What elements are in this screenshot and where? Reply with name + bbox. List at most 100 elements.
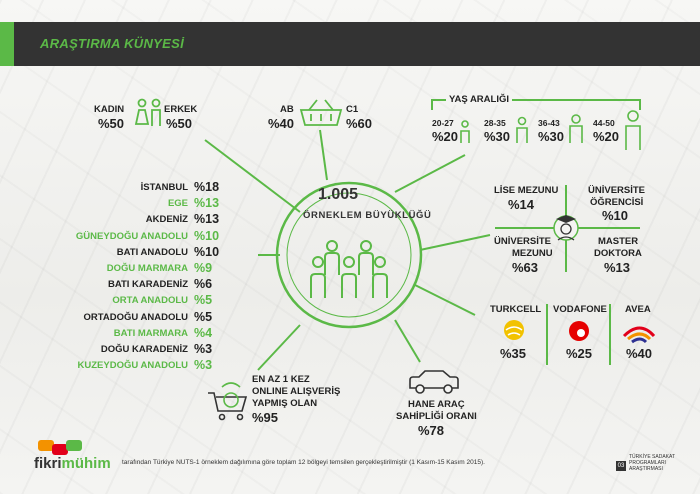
region-row: AKDENİZ %13 — [70, 212, 240, 228]
region-row: KUZEYDOĞU ANADOLU %3 — [70, 358, 240, 374]
region-name: GÜNEYDOĞU ANADOLU — [75, 230, 188, 242]
region-value: %4 — [194, 325, 213, 340]
operator-value-avea: %40 — [626, 346, 653, 361]
age-title: YAŞ ARALIĞI — [446, 94, 513, 105]
region-row: ORTA ANADOLU %5 — [70, 293, 240, 309]
line-operators — [414, 284, 476, 316]
region-name: BATI KARADENİZ — [107, 279, 188, 291]
report-line-2: PROGRAMLARI — [629, 460, 666, 466]
region-row: BATI ANADOLU %10 — [70, 245, 240, 261]
page-number: 03 — [616, 461, 626, 471]
edu-value-univ-student: %10 — [602, 208, 629, 223]
report-line-3: ARAŞTIRMASI — [629, 466, 663, 472]
region-value: %5 — [194, 309, 213, 324]
report-name: TÜRKİYE SADAKAT PROGRAMLARI ARAŞTIRMASI — [629, 454, 675, 472]
footer-note: tarafından Türkiye NUTS-1 örneklem dağıl… — [122, 459, 485, 466]
page-title: ARAŞTIRMA KÜNYESİ — [40, 36, 185, 51]
edu-label-univ-grad-2: MEZUNU — [512, 248, 553, 259]
operator-value-vodafone: %25 — [566, 346, 593, 361]
brand-part-a: fikri — [34, 455, 62, 472]
region-row: DOĞU KARADENİZ %3 — [70, 342, 240, 358]
region-row: ORTADOĞU ANADOLU %5 — [70, 310, 240, 326]
sample-size: 1.005 — [318, 186, 359, 203]
edu-label-master-1: MASTER — [598, 236, 639, 247]
age-label-1: 20-27 — [432, 118, 454, 128]
region-row: BATI MARMARA %4 — [70, 326, 240, 342]
region-value: %13 — [194, 196, 220, 211]
edu-value-univ-grad: %63 — [512, 260, 539, 275]
region-name: ORTADOĞU ANADOLU — [83, 311, 189, 323]
vodafone-logo-icon — [569, 321, 589, 341]
gender-label-female: KADIN — [94, 104, 125, 115]
car-label-2: SAHİPLİĞİ ORANI — [396, 411, 477, 422]
online-shopping-icon — [208, 382, 248, 421]
line-car — [394, 319, 421, 363]
line-ses — [319, 129, 328, 181]
line-online — [257, 324, 301, 371]
sample-label: ÖRNEKLEM BÜYÜKLÜĞÜ — [303, 210, 432, 221]
center-ring — [275, 181, 423, 329]
line-age — [394, 154, 466, 193]
car-label-1: HANE ARAÇ — [408, 399, 465, 410]
age-value-3: %30 — [538, 129, 565, 144]
ses-label-ab: AB — [280, 104, 294, 115]
operator-value-turkcell: %35 — [500, 346, 527, 361]
line-gender — [204, 139, 301, 213]
online-label-1: EN AZ 1 KEZ — [252, 374, 310, 385]
avea-logo-icon — [622, 326, 656, 344]
car-icon — [409, 370, 459, 394]
ses-value-c1: %60 — [346, 116, 373, 131]
gender-label-male: ERKEK — [164, 104, 198, 115]
graduate-icon — [553, 215, 579, 241]
edu-value-master: %13 — [604, 260, 631, 275]
region-name: EGE — [167, 198, 188, 210]
region-value: %6 — [194, 277, 213, 292]
region-name: İSTANBUL — [140, 182, 188, 193]
age-label-4: 44-50 — [593, 118, 615, 128]
edu-label-univ-student-2: ÖĞRENCİSİ — [590, 197, 644, 208]
age-bracket — [431, 99, 641, 110]
region-value: %3 — [194, 358, 213, 373]
brand-logo-text: fikrimühim — [34, 455, 111, 472]
region-name: AKDENİZ — [145, 214, 188, 226]
edu-label-univ-grad-1: ÜNİVERSİTE — [494, 236, 552, 247]
region-row: EGE %13 — [70, 196, 240, 212]
operator-name-vodafone: VODAFONE — [553, 304, 607, 315]
line-education — [419, 234, 491, 251]
region-value: %10 — [194, 228, 220, 243]
edu-label-master-2: DOKTORA — [594, 248, 642, 259]
ses-label-c1: C1 — [346, 104, 359, 115]
region-name: DOĞU MARMARA — [106, 263, 188, 274]
people-group-icon — [310, 240, 388, 298]
region-row: GÜNEYDOĞU ANADOLU %10 — [70, 229, 240, 245]
region-name: BATI MARMARA — [113, 327, 188, 339]
header-accent — [0, 22, 14, 66]
basket-icon — [299, 99, 343, 126]
gender-value-male: %50 — [166, 116, 193, 131]
edu-label-high-school: LİSE MEZUNU — [494, 185, 559, 196]
online-label-2: ONLINE ALIŞVERİŞ — [252, 386, 341, 397]
region-row: İSTANBUL %18 — [70, 180, 240, 196]
online-value: %95 — [252, 410, 279, 425]
region-name: KUZEYDOĞU ANADOLU — [77, 360, 188, 372]
age-label-3: 36-43 — [538, 118, 560, 128]
gender-value-female: %50 — [98, 116, 125, 131]
age-label-2: 28-35 — [484, 118, 506, 128]
report-line-1: TÜRKİYE SADAKAT — [629, 454, 676, 460]
region-value: %9 — [194, 261, 213, 275]
age-value-2: %30 — [484, 129, 511, 144]
car-value: %78 — [418, 423, 445, 438]
center-inner-ring — [286, 192, 412, 318]
turkcell-logo-icon — [504, 320, 524, 340]
ses-value-ab: %40 — [268, 116, 295, 131]
operator-name-avea: AVEA — [625, 304, 651, 315]
age-value-1: %20 — [432, 129, 459, 144]
region-value: %13 — [194, 212, 220, 227]
fikrimuhim-logo-icon — [38, 440, 82, 455]
age-value-4: %20 — [593, 129, 620, 144]
region-name: BATI ANADOLU — [116, 246, 188, 258]
gender-icon — [134, 98, 161, 126]
region-value: %5 — [194, 293, 213, 308]
